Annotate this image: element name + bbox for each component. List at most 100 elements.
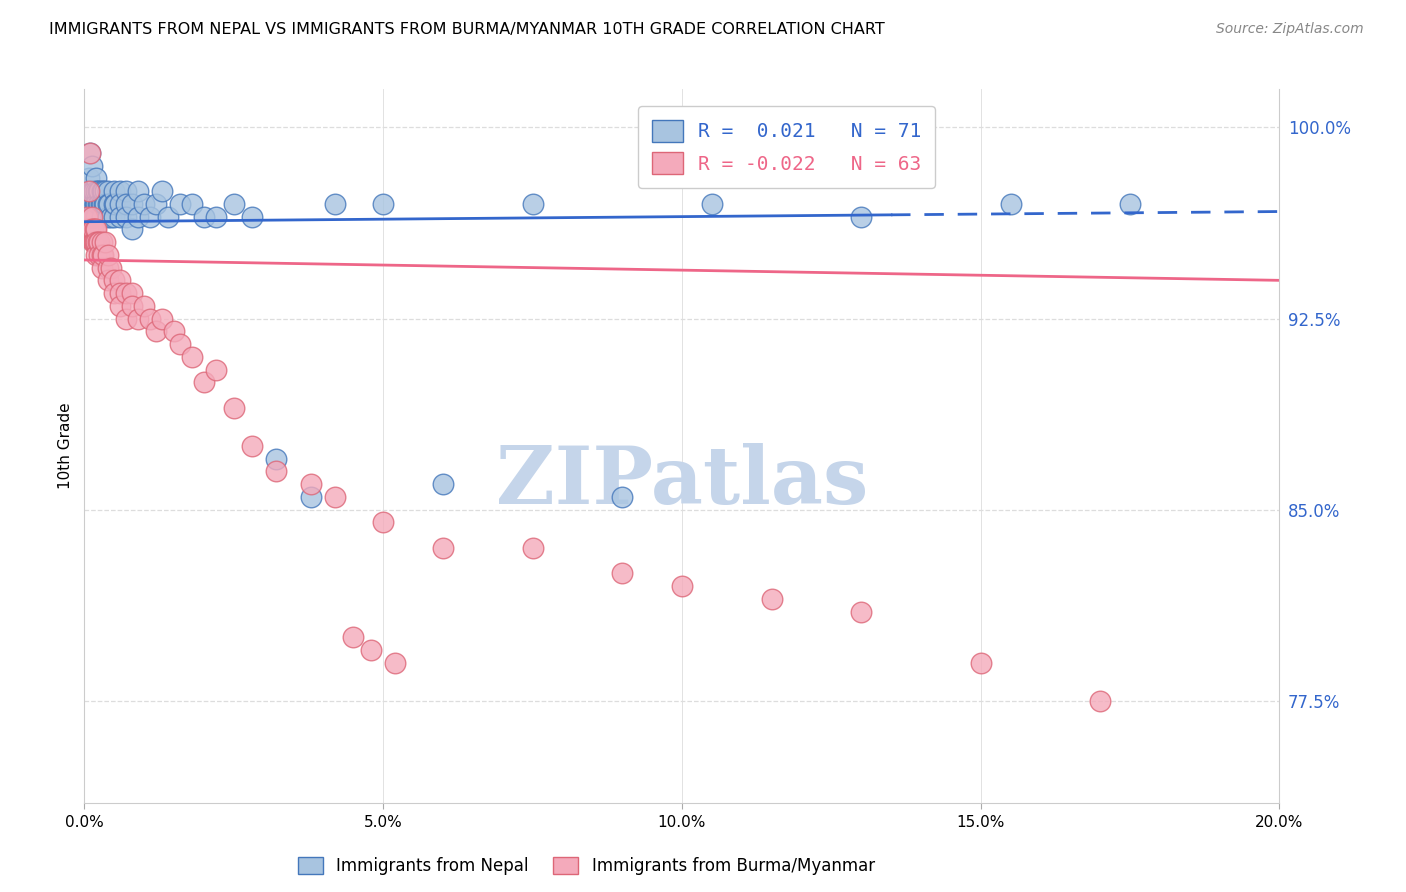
Point (82, 222, 104, 236)
Point (342, 630, 364, 644)
Point (82, 184, 104, 198)
Point (89, 184, 111, 198)
Point (169, 197, 191, 211)
Point (97, 184, 120, 198)
Point (82, 235, 104, 249)
Point (77, 222, 100, 236)
Point (222, 197, 245, 211)
Point (522, 541, 544, 555)
Point (90, 197, 112, 211)
Point (80, 210, 103, 224)
Point (86, 184, 108, 198)
Point (89, 248, 111, 262)
Point (80, 184, 103, 198)
Point (612, 566, 634, 581)
Point (970, 656, 993, 670)
Point (127, 184, 149, 198)
Point (193, 210, 215, 224)
Point (121, 299, 143, 313)
Point (97, 248, 120, 262)
Point (91, 210, 114, 224)
Point (93, 248, 115, 262)
Point (115, 197, 138, 211)
Point (84, 210, 107, 224)
Point (103, 184, 125, 198)
Point (110, 210, 132, 224)
Point (103, 286, 125, 301)
Point (86, 197, 108, 211)
Point (86, 210, 108, 224)
Point (93, 184, 115, 198)
Point (1000, 197, 1022, 211)
Point (91, 197, 114, 211)
Point (82, 210, 104, 224)
Point (761, 591, 783, 606)
Point (94, 184, 117, 198)
Point (86, 248, 108, 262)
Point (205, 362, 228, 376)
Text: Source: ZipAtlas.com: Source: ZipAtlas.com (1216, 22, 1364, 37)
Point (91, 235, 114, 249)
Point (612, 490, 634, 504)
Point (145, 324, 167, 338)
Point (121, 286, 143, 301)
Point (77, 171, 100, 186)
Point (205, 210, 228, 224)
Point (86, 235, 108, 249)
Point (121, 222, 143, 236)
Point (110, 273, 132, 287)
Point (110, 286, 132, 301)
Point (82, 222, 104, 236)
Point (851, 605, 873, 619)
Point (127, 210, 149, 224)
Point (103, 210, 125, 224)
Point (851, 210, 873, 224)
Point (100, 210, 122, 224)
Point (89, 235, 111, 249)
Point (169, 337, 191, 351)
Point (89, 197, 111, 211)
Point (110, 197, 132, 211)
Point (79, 197, 101, 211)
Point (240, 439, 263, 453)
Point (671, 579, 693, 593)
Point (373, 516, 395, 530)
Legend: Immigrants from Nepal, Immigrants from Burma/Myanmar: Immigrants from Nepal, Immigrants from B… (291, 850, 882, 882)
Point (91, 184, 114, 198)
Point (115, 311, 138, 326)
Point (97, 273, 120, 287)
Point (91, 248, 114, 262)
Point (77, 184, 100, 198)
Point (700, 197, 723, 211)
Point (1119, 197, 1142, 211)
Point (132, 197, 156, 211)
Point (76, 197, 98, 211)
Point (86, 171, 108, 186)
Point (181, 350, 204, 364)
Point (432, 477, 454, 491)
Point (240, 210, 263, 224)
Y-axis label: 10th Grade: 10th Grade (58, 402, 73, 490)
Point (115, 286, 138, 301)
Point (145, 197, 167, 211)
Point (100, 260, 122, 275)
Point (86, 235, 108, 249)
Point (76, 210, 98, 224)
Point (325, 197, 347, 211)
Point (115, 184, 138, 198)
Point (83, 235, 105, 249)
Point (97, 260, 120, 275)
Point (373, 197, 395, 211)
Point (84, 235, 107, 249)
Point (181, 197, 204, 211)
Point (150, 311, 173, 326)
Point (98, 197, 121, 211)
Point (384, 656, 406, 670)
Point (110, 299, 132, 313)
Point (139, 311, 162, 326)
Point (83, 197, 105, 211)
Point (94, 235, 117, 249)
Point (115, 210, 138, 224)
Point (104, 197, 127, 211)
Point (325, 490, 347, 504)
